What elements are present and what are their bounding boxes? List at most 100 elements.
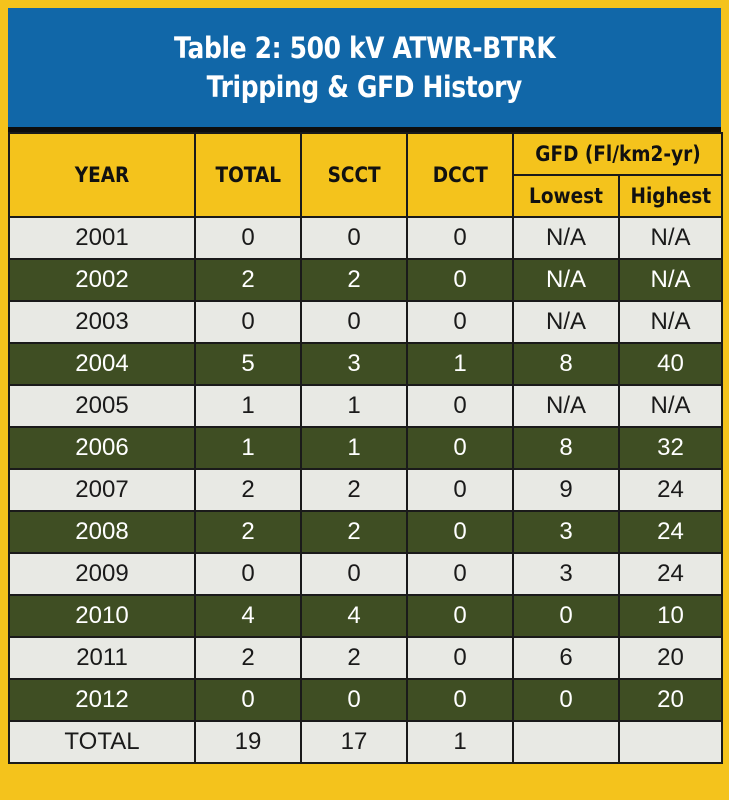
column-header-dcct: DCCT <box>406 132 514 218</box>
cell-year: 2005 <box>8 384 196 428</box>
totals-scct: 17 <box>300 720 408 764</box>
totals-highest <box>618 720 723 764</box>
cell-total: 0 <box>194 216 302 260</box>
cell-lowest: N/A <box>512 384 620 428</box>
table-row: 2011 2 2 0 6 20 <box>8 636 723 680</box>
totals-total: 19 <box>194 720 302 764</box>
cell-dcct: 0 <box>406 300 514 344</box>
totals-lowest <box>512 720 620 764</box>
cell-total: 4 <box>194 594 302 638</box>
cell-year: 2012 <box>8 678 196 722</box>
table-row: 2008 2 2 0 3 24 <box>8 510 723 554</box>
cell-dcct: 0 <box>406 468 514 512</box>
cell-highest: 24 <box>618 552 723 596</box>
cell-year: 2001 <box>8 216 196 260</box>
subheader-row: Lowest Highest <box>9 174 723 218</box>
header-row: YEAR TOTAL SCCT DCCT GFD (Fl/km2-yr) <box>8 132 723 218</box>
column-header-total-label: TOTAL <box>215 163 281 187</box>
column-header-scct-label: SCCT <box>327 163 381 187</box>
cell-total: 1 <box>194 384 302 428</box>
cell-lowest: N/A <box>512 300 620 344</box>
table-row: 2010 4 4 0 0 10 <box>8 594 723 638</box>
cell-year: 2003 <box>8 300 196 344</box>
cell-lowest: 0 <box>512 594 620 638</box>
cell-scct: 2 <box>300 636 408 680</box>
cell-total: 2 <box>194 258 302 302</box>
cell-scct: 3 <box>300 342 408 386</box>
cell-scct: 2 <box>300 510 408 554</box>
cell-highest: 20 <box>618 636 723 680</box>
cell-scct: 2 <box>300 258 408 302</box>
cell-total: 2 <box>194 510 302 554</box>
cell-year: 2007 <box>8 468 196 512</box>
cell-dcct: 0 <box>406 384 514 428</box>
cell-highest: N/A <box>618 216 723 260</box>
table-title-line-2: Tripping & GFD History <box>206 69 523 104</box>
cell-total: 0 <box>194 300 302 344</box>
cell-dcct: 0 <box>406 216 514 260</box>
cell-highest: N/A <box>618 384 723 428</box>
table-row: 2003 0 0 0 N/A N/A <box>8 300 723 344</box>
cell-total: 2 <box>194 468 302 512</box>
cell-lowest: 3 <box>512 552 620 596</box>
table-row: 2007 2 2 0 9 24 <box>8 468 723 512</box>
table-row: 2005 1 1 0 N/A N/A <box>8 384 723 428</box>
table-row: 2004 5 3 1 8 40 <box>8 342 723 386</box>
cell-highest: 24 <box>618 468 723 512</box>
tripping-gfd-table: YEAR TOTAL SCCT DCCT GFD (Fl/km2-yr) Low… <box>8 132 723 764</box>
cell-total: 0 <box>194 552 302 596</box>
table-row: 2001 0 0 0 N/A N/A <box>8 216 723 260</box>
table-title-panel: Table 2: 500 kV ATWR-BTRK Tripping & GFD… <box>8 8 721 127</box>
cell-highest: N/A <box>618 258 723 302</box>
column-header-gfd-label: GFD (Fl/km2-yr) <box>534 142 701 166</box>
cell-lowest: 6 <box>512 636 620 680</box>
cell-highest: 32 <box>618 426 723 470</box>
cell-scct: 2 <box>300 468 408 512</box>
cell-highest: N/A <box>618 300 723 344</box>
totals-row: TOTAL 19 17 1 <box>8 720 723 764</box>
cell-highest: 10 <box>618 594 723 638</box>
cell-scct: 0 <box>300 552 408 596</box>
table-row: 2012 0 0 0 0 20 <box>8 678 723 722</box>
table-row: 2009 0 0 0 3 24 <box>8 552 723 596</box>
cell-dcct: 0 <box>406 636 514 680</box>
table-row: 2006 1 1 0 8 32 <box>8 426 723 470</box>
cell-dcct: 0 <box>406 258 514 302</box>
cell-highest: 20 <box>618 678 723 722</box>
cell-scct: 0 <box>300 678 408 722</box>
totals-label: TOTAL <box>8 720 196 764</box>
column-header-dcct-label: DCCT <box>432 163 488 187</box>
column-header-highest: Highest <box>618 174 723 218</box>
column-header-lowest-label: Lowest <box>529 184 603 208</box>
cell-dcct: 1 <box>406 342 514 386</box>
cell-scct: 0 <box>300 216 408 260</box>
cell-year: 2009 <box>8 552 196 596</box>
cell-scct: 0 <box>300 300 408 344</box>
cell-year: 2011 <box>8 636 196 680</box>
column-header-year: YEAR <box>8 132 196 218</box>
cell-scct: 1 <box>300 384 408 428</box>
cell-highest: 24 <box>618 510 723 554</box>
cell-year: 2004 <box>8 342 196 386</box>
column-header-lowest: Lowest <box>512 174 620 218</box>
cell-lowest: 8 <box>512 426 620 470</box>
cell-total: 2 <box>194 636 302 680</box>
cell-dcct: 0 <box>406 594 514 638</box>
cell-scct: 4 <box>300 594 408 638</box>
cell-lowest: 9 <box>512 468 620 512</box>
cell-lowest: 8 <box>512 342 620 386</box>
cell-lowest: 0 <box>512 678 620 722</box>
cell-total: 5 <box>194 342 302 386</box>
cell-total: 0 <box>194 678 302 722</box>
cell-lowest: N/A <box>512 258 620 302</box>
cell-lowest: 3 <box>512 510 620 554</box>
cell-year: 2006 <box>8 426 196 470</box>
cell-total: 1 <box>194 426 302 470</box>
cell-year: 2010 <box>8 594 196 638</box>
title-divider <box>8 127 721 132</box>
cell-highest: 40 <box>618 342 723 386</box>
cell-scct: 1 <box>300 426 408 470</box>
column-header-scct: SCCT <box>300 132 408 218</box>
cell-lowest: N/A <box>512 216 620 260</box>
